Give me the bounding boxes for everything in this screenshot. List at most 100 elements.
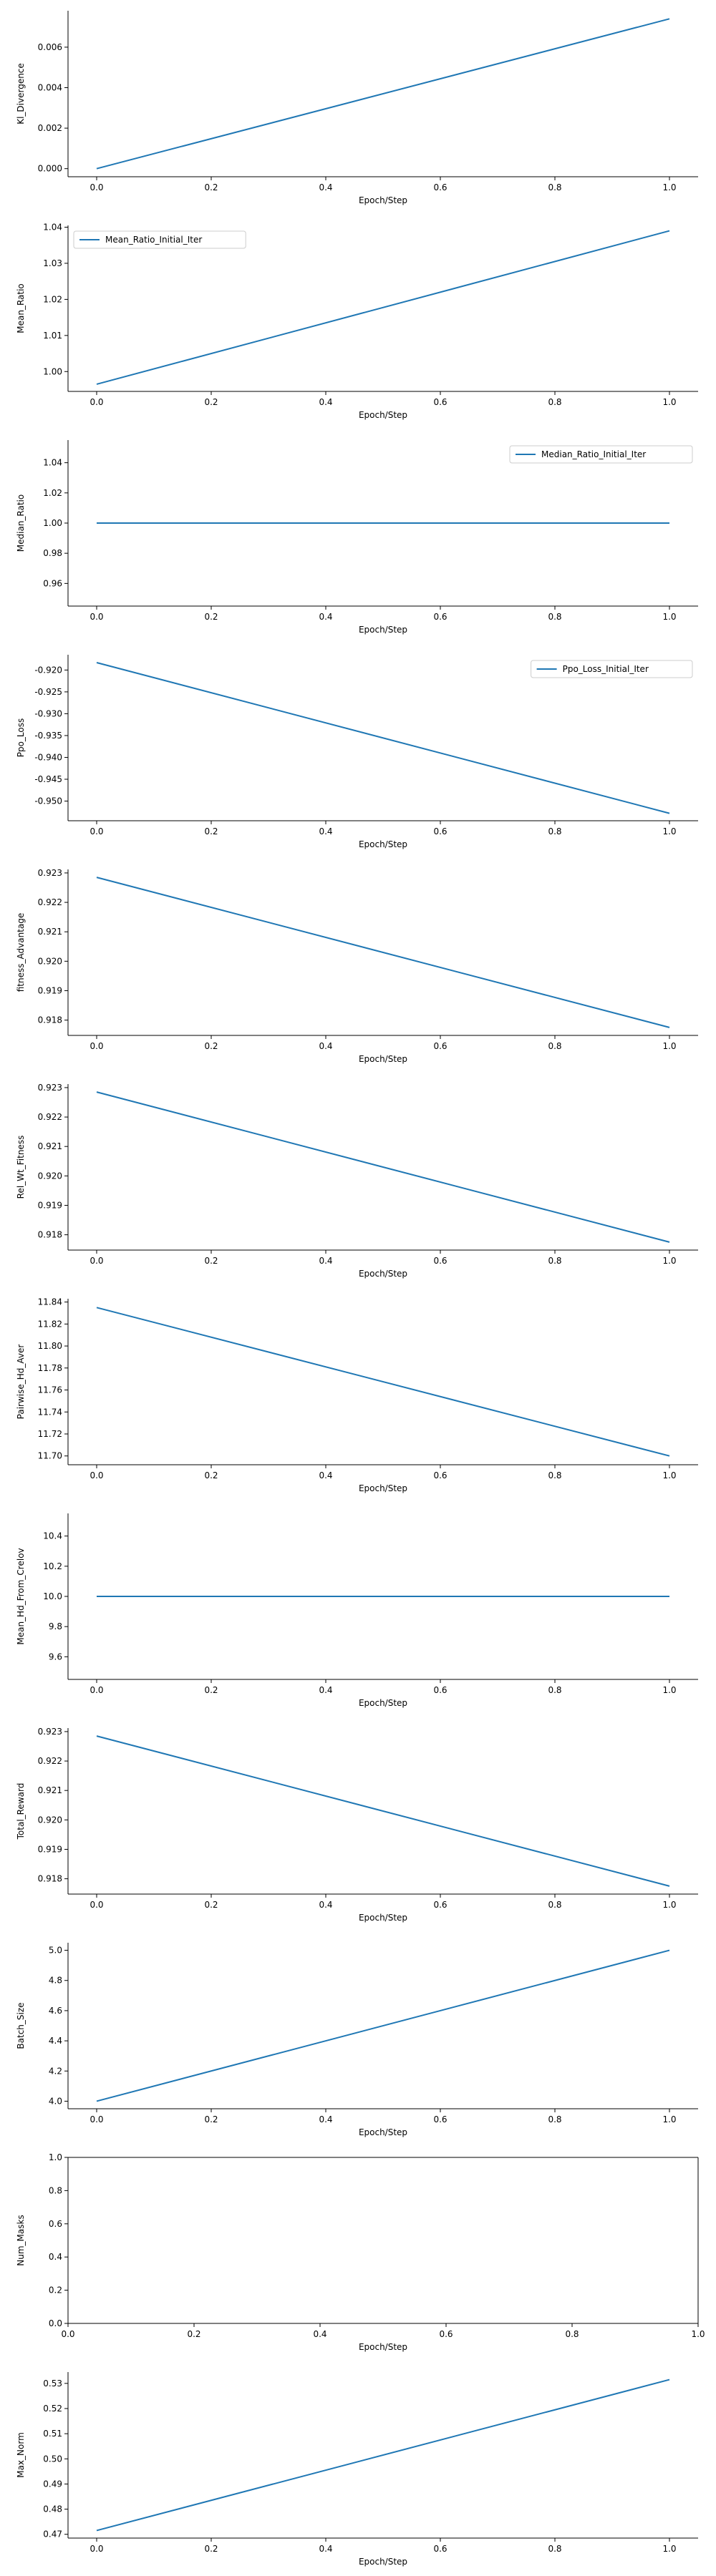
- y-tick-label: 9.8: [49, 1621, 62, 1631]
- x-tick-label: 1.0: [662, 1685, 676, 1695]
- y-tick-label: -0.920: [34, 665, 62, 675]
- x-tick-label: 1.0: [662, 182, 676, 192]
- x-tick-label: 0.8: [548, 1470, 561, 1480]
- x-tick-label: 0.6: [433, 826, 447, 836]
- y-tick-label: 10.0: [43, 1591, 62, 1601]
- y-tick-label: 0.920: [38, 1171, 62, 1181]
- legend-box: [73, 230, 246, 249]
- x-tick-label: 0.6: [433, 1041, 447, 1051]
- y-tick-label: 0.53: [43, 2379, 62, 2389]
- y-axis-label: Batch_Size: [16, 2002, 26, 2049]
- y-tick-label: 1.00: [43, 366, 62, 376]
- x-tick-label: 0.8: [548, 612, 561, 622]
- x-tick-label: 0.8: [548, 182, 561, 192]
- x-tick-label: 0.0: [90, 1470, 103, 1480]
- legend-label: Mean_Ratio_Initial_Iter: [105, 235, 202, 245]
- y-tick-label: 0.923: [38, 1083, 62, 1093]
- y-tick-label: 0.8: [49, 2185, 62, 2195]
- y-tick-label: 0.002: [38, 123, 62, 133]
- x-axis-label: Epoch/Step: [359, 1269, 407, 1279]
- y-tick-label: 0.6: [49, 2219, 62, 2229]
- x-tick-label: 0.6: [433, 397, 447, 407]
- y-tick-label: -0.930: [34, 708, 62, 718]
- x-tick-label: 0.0: [90, 182, 103, 192]
- y-axis-label: Total_Reward: [16, 1783, 26, 1840]
- y-tick-label: 0.919: [38, 1200, 62, 1210]
- y-axis-label: Num_Masks: [16, 2215, 26, 2265]
- legend-box: [509, 445, 693, 464]
- x-tick-label: 0.4: [313, 2329, 326, 2339]
- x-tick-label: 0.2: [187, 2329, 200, 2339]
- x-tick-label: 0.2: [204, 182, 218, 192]
- y-tick-label: 0.98: [43, 548, 62, 558]
- x-tick-label: 0.4: [319, 1256, 332, 1266]
- x-tick-label: 1.0: [662, 397, 676, 407]
- x-tick-label: 0.0: [90, 1041, 103, 1051]
- x-tick-label: 0.8: [548, 1041, 561, 1051]
- y-tick-label: 0.921: [38, 1141, 62, 1151]
- x-tick-label: 0.6: [433, 1900, 447, 1910]
- y-axis-label: Rel_Wt_Fitness: [16, 1136, 26, 1199]
- x-tick-label: 0.6: [433, 1470, 447, 1480]
- y-axis-label: fitness_Advantage: [16, 913, 26, 992]
- y-tick-label: -0.945: [34, 774, 62, 784]
- x-tick-label: 1.0: [691, 2329, 705, 2339]
- chart-panel: 0.0 0.2 0.4 0.6 0.8 1.0 0.47 0.48 0.49 0.50 0.51 0.…: [16, 2372, 698, 2567]
- x-tick-label: 0.8: [548, 397, 561, 407]
- chart-panel: 0.0 0.2 0.4 0.6 0.8 1.0 1.00 1.01 1.02 1.03 1.04 Ep…: [16, 223, 698, 420]
- x-tick-label: 0.0: [90, 397, 103, 407]
- x-tick-label: 0.4: [319, 826, 332, 836]
- x-tick-label: 0.6: [433, 1256, 447, 1266]
- y-tick-label: 1.03: [43, 258, 62, 268]
- y-tick-label: 11.76: [38, 1385, 62, 1395]
- chart-panel: 0.0 0.2 0.4 0.6 0.8 1.0 11.70 11.72 11.74 11.76 11…: [16, 1297, 698, 1493]
- x-tick-label: 1.0: [662, 826, 676, 836]
- chart-panel: 0.0 0.2 0.4 0.6 0.8 1.0 9.6 9.8 10.0 10.2 10.4 Epoc…: [16, 1513, 698, 1708]
- chart-panel: 0.0 0.2 0.4 0.6 0.8 1.0 0.918 0.919 0.920 0.921 0.…: [16, 1727, 698, 1923]
- y-tick-label: 11.72: [38, 1429, 62, 1439]
- y-tick-label: -0.950: [34, 796, 62, 806]
- y-tick-label: -0.935: [34, 731, 62, 741]
- x-tick-label: 0.4: [319, 1900, 332, 1910]
- y-axis-label: Mean_Hd_From_Crelov: [16, 1548, 26, 1644]
- y-tick-label: 0.919: [38, 1844, 62, 1854]
- x-tick-label: 0.4: [319, 182, 332, 192]
- x-axis-label: Epoch/Step: [359, 1698, 407, 1708]
- x-tick-label: 0.4: [319, 2114, 332, 2124]
- y-tick-label: 0.0: [49, 2318, 62, 2328]
- legend-label: Median_Ratio_Initial_Iter: [541, 449, 646, 459]
- y-tick-label: 5.0: [49, 1946, 62, 1956]
- y-tick-label: 4.2: [49, 2066, 62, 2076]
- y-axis-label: Ppo_Loss: [16, 718, 26, 758]
- series-line: [96, 1735, 670, 1887]
- y-tick-label: 11.74: [38, 1407, 62, 1417]
- x-axis-label: Epoch/Step: [359, 2342, 407, 2352]
- y-tick-label: 11.84: [38, 1297, 62, 1307]
- x-tick-label: 0.8: [548, 1900, 561, 1910]
- x-tick-label: 0.8: [548, 2114, 561, 2124]
- x-tick-label: 0.6: [439, 2329, 453, 2339]
- y-tick-label: 11.70: [38, 1451, 62, 1461]
- x-tick-label: 1.0: [662, 1470, 676, 1480]
- x-tick-label: 0.8: [548, 1685, 561, 1695]
- y-axis-label: Max_Norm: [16, 2432, 26, 2478]
- x-axis-label: Epoch/Step: [359, 2127, 407, 2137]
- y-tick-label: 0.004: [38, 83, 62, 93]
- x-tick-label: 0.6: [433, 612, 447, 622]
- x-tick-label: 0.6: [433, 1685, 447, 1695]
- y-tick-label: 4.8: [49, 1976, 62, 1986]
- series-line: [96, 18, 670, 170]
- x-axis-label: Epoch/Step: [359, 195, 407, 205]
- y-tick-label: 1.04: [43, 223, 62, 233]
- y-axis-label: Pairwise_Hd_Aver: [16, 1345, 26, 1420]
- series-line: [96, 1307, 670, 1457]
- x-tick-label: 0.2: [204, 1256, 218, 1266]
- y-tick-label: 0.922: [38, 1112, 62, 1122]
- y-tick-label: 0.921: [38, 1785, 62, 1795]
- x-tick-label: 0.4: [319, 1685, 332, 1695]
- chart-panel: 0.0 0.2 0.4 0.6 0.8 1.0 0.0 0.2 0.4 0.6 0.8 1.0 Epoc…: [16, 2152, 705, 2352]
- chart-panel: 0.0 0.2 0.4 0.6 0.8 1.0 0.918 0.919 0.920 0.921 0.…: [16, 1083, 698, 1279]
- y-tick-label: 0.921: [38, 927, 62, 937]
- legend-label: Ppo_Loss_Initial_Iter: [563, 664, 649, 674]
